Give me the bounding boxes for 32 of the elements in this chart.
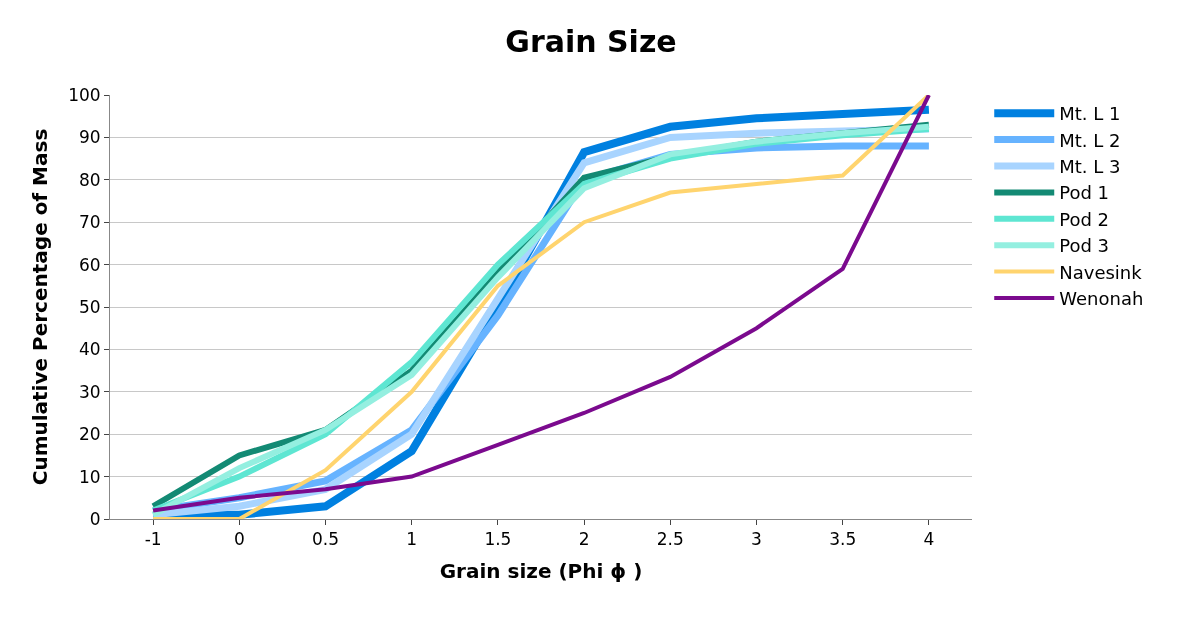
y-tick-label: 0 xyxy=(89,508,101,529)
legend-label: Pod 3 xyxy=(1059,235,1110,257)
y-tick-label: 80 xyxy=(78,169,101,190)
x-tick-label: 1 xyxy=(406,529,418,550)
x-tick-label: 2.5 xyxy=(656,529,684,550)
y-tick-label: 90 xyxy=(78,127,101,148)
x-tick-label: -1 xyxy=(144,529,162,550)
x-tick-label: 3 xyxy=(751,529,762,550)
x-axis-title: Grain size (Phi ϕ ) xyxy=(439,558,643,583)
legend-label: Mt. L 3 xyxy=(1059,156,1121,178)
y-tick-label: 70 xyxy=(78,212,101,233)
x-tick-label: 0.5 xyxy=(311,529,340,550)
y-tick-label: 60 xyxy=(78,254,101,275)
legend-label: Pod 1 xyxy=(1059,182,1110,204)
y-tick-label: 20 xyxy=(78,424,101,445)
y-axis-title: Cumulative Percentage of Mass xyxy=(27,128,52,486)
y-tick-label: 40 xyxy=(78,339,101,360)
y-tick-label: 30 xyxy=(78,381,101,402)
legend-label: Pod 2 xyxy=(1059,208,1110,230)
x-tick-label: 0 xyxy=(233,529,245,550)
legend-label: Wenonah xyxy=(1059,288,1144,310)
x-tick-label: 2 xyxy=(578,529,590,550)
legend-label: Mt. L 2 xyxy=(1059,129,1121,151)
chart-title: Grain Size xyxy=(505,24,677,60)
x-tick-label: 1.5 xyxy=(484,529,512,550)
y-tick-label: 100 xyxy=(68,84,101,105)
x-tick-label: 4 xyxy=(923,529,935,550)
x-tick-label: 3.5 xyxy=(829,529,857,550)
y-tick-label: 10 xyxy=(78,466,101,487)
legend-label: Navesink xyxy=(1059,261,1143,283)
legend-label: Mt. L 1 xyxy=(1059,103,1121,125)
y-tick-label: 50 xyxy=(78,296,101,317)
